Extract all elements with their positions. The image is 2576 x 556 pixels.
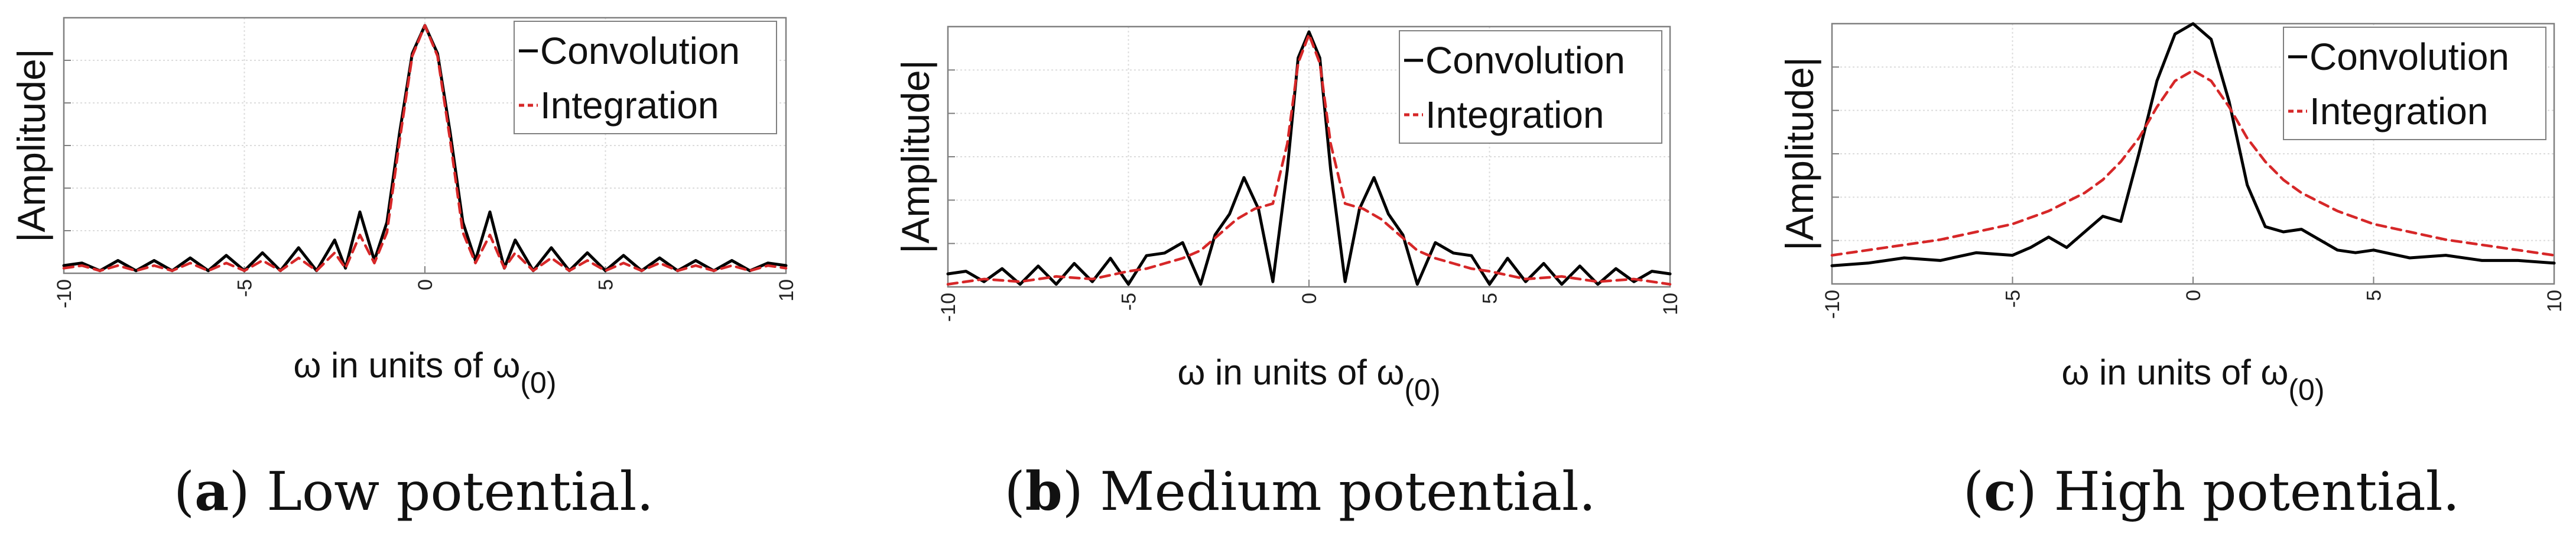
subfigure-caption: (c) High potential. [1963, 460, 2460, 523]
legend-box [1399, 30, 1662, 144]
legend-label: Integration [2309, 90, 2488, 132]
subfigure-caption: (b) Medium potential. [1005, 460, 1596, 523]
x-tick-label: 10 [2543, 290, 2566, 312]
series-line-integration [1830, 69, 2556, 257]
subfigure-caption: (a) Low potential. [174, 460, 654, 523]
x-tick-label: -10 [937, 293, 960, 322]
y-axis-label: |Amplitude| [1778, 57, 1821, 251]
chart-panel-3: -10 -5 0 5 10 |Amplitude| ω in units of ω(0) Co… [1778, 22, 2566, 523]
legend-label: Integration [1425, 93, 1604, 136]
series-line-integration [62, 24, 788, 272]
legend: Convolution Integration [1399, 30, 1662, 144]
legend-box [514, 21, 777, 134]
x-axis-label: ω in units of ω(0) [2062, 353, 2325, 406]
legend-box [2283, 27, 2546, 140]
x-tick-label: 5 [595, 279, 618, 290]
legend: Convolution Integration [2283, 27, 2546, 140]
x-tick-label: -5 [234, 279, 256, 297]
y-axis-label: |Amplitude| [894, 60, 937, 254]
legend-label: Convolution [540, 30, 740, 72]
y-axis-label: |Amplitude| [9, 49, 53, 243]
x-tick-label: 10 [1659, 293, 1682, 315]
series-line-convolution [946, 30, 1672, 286]
legend: Convolution Integration [514, 21, 777, 134]
x-axis-label: ω in units of ω(0) [294, 345, 557, 399]
x-tick-label: 5 [1479, 293, 1502, 304]
x-tick-label: -10 [1821, 290, 1844, 319]
x-tick-label: -10 [53, 279, 76, 308]
chart-panel-1: -10 -5 0 5 10 |Amplitude| ω in units of ω(0) Co… [9, 17, 798, 523]
x-axis-label: ω in units of ω(0) [1178, 353, 1441, 406]
series-line-convolution [1830, 22, 2556, 267]
x-tick-label: 0 [414, 279, 437, 290]
legend-label: Convolution [2309, 35, 2509, 78]
series-line-integration [946, 33, 1672, 286]
x-tick-label: 0 [1298, 293, 1321, 304]
x-tick-label: 5 [2363, 290, 2386, 301]
x-tick-label: -5 [2002, 290, 2025, 308]
legend-label: Integration [540, 84, 719, 127]
x-tick-label: 10 [775, 279, 798, 302]
legend-label: Convolution [1425, 39, 1625, 82]
chart-panel-2: -10 -5 0 5 10 |Amplitude| ω in units of ω(0) Co… [894, 25, 1682, 523]
x-tick-label: 0 [2182, 290, 2205, 301]
x-tick-label: -5 [1118, 293, 1141, 311]
